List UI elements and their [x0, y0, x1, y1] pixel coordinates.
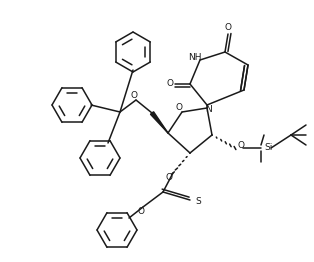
Text: O: O: [165, 173, 172, 183]
Text: O: O: [166, 79, 174, 89]
Text: O: O: [131, 90, 138, 100]
Text: O: O: [237, 141, 244, 150]
Text: S: S: [195, 196, 201, 205]
Text: O: O: [138, 208, 144, 216]
Polygon shape: [150, 112, 168, 133]
Text: O: O: [176, 102, 182, 112]
Text: O: O: [225, 23, 231, 31]
Text: N: N: [206, 106, 212, 114]
Text: Si: Si: [264, 143, 272, 151]
Text: NH: NH: [188, 52, 202, 62]
